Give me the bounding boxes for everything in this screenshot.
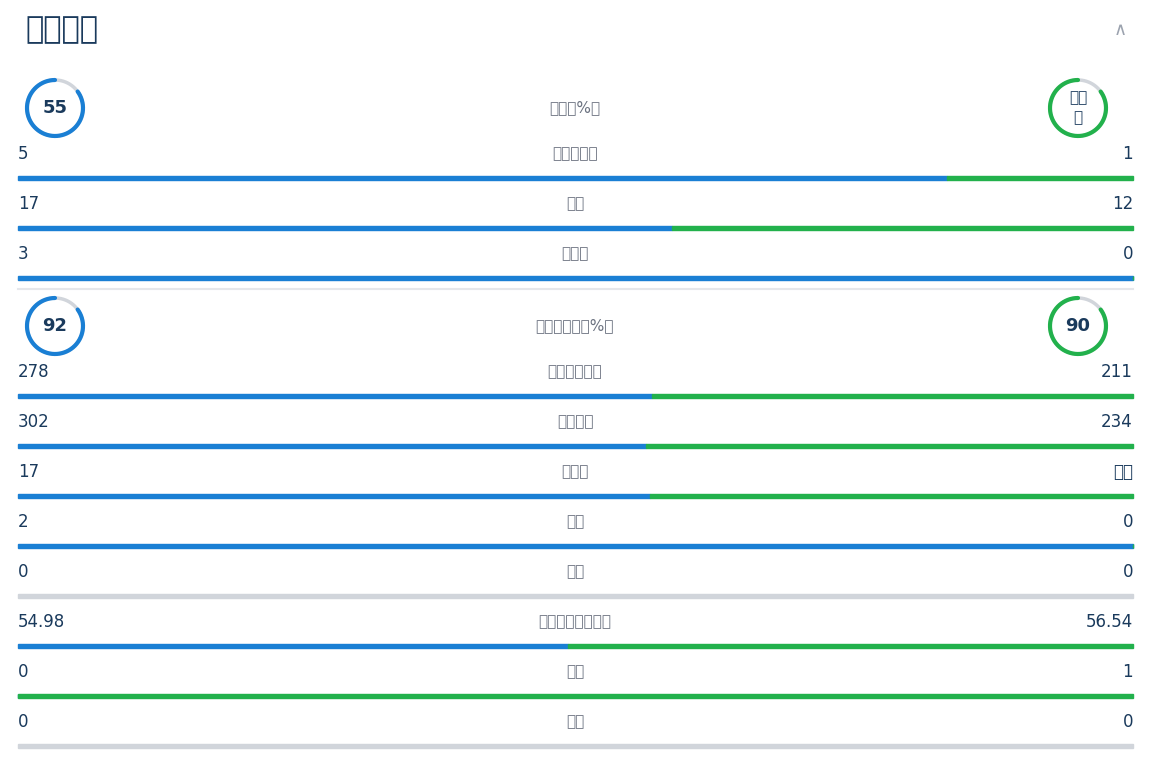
Bar: [646, 444, 1133, 448]
Bar: [18, 544, 1133, 549]
Text: 红牌: 红牌: [566, 715, 584, 730]
Text: 黄牌: 黄牌: [566, 665, 584, 679]
Text: 55: 55: [43, 99, 68, 117]
Bar: [18, 493, 650, 499]
Text: 1: 1: [1122, 663, 1133, 681]
Text: 17: 17: [18, 195, 39, 213]
Text: 17: 17: [18, 463, 39, 481]
Text: 234: 234: [1102, 413, 1133, 431]
Text: 0: 0: [1122, 245, 1133, 263]
Bar: [18, 275, 1133, 281]
Bar: [672, 226, 1133, 230]
Bar: [18, 594, 1133, 598]
Bar: [18, 394, 651, 399]
Bar: [18, 176, 947, 181]
Text: 四十: 四十: [1069, 90, 1088, 106]
Bar: [18, 694, 1133, 698]
Text: 攻击: 攻击: [566, 197, 584, 211]
Text: 关键数据: 关键数据: [25, 15, 98, 44]
Text: 90: 90: [1066, 317, 1090, 335]
Text: 越位: 越位: [566, 515, 584, 529]
Text: 0: 0: [18, 563, 29, 581]
Text: 12: 12: [1112, 195, 1133, 213]
Text: ∧: ∧: [1113, 21, 1127, 39]
Text: 通行证已完成: 通行证已完成: [548, 364, 602, 379]
Bar: [651, 394, 1133, 399]
Text: 54.98: 54.98: [18, 613, 66, 631]
Text: 0: 0: [18, 663, 29, 681]
Text: 拥有（%）: 拥有（%）: [549, 100, 601, 116]
Text: 2: 2: [18, 513, 29, 531]
Bar: [18, 444, 646, 448]
Text: 行驶距离（公里）: 行驶距离（公里）: [539, 614, 611, 630]
Text: 传球尝试: 传球尝试: [557, 415, 593, 429]
Text: 十三: 十三: [1113, 463, 1133, 481]
Bar: [18, 643, 567, 649]
Text: 角球数: 角球数: [562, 246, 588, 262]
Text: 302: 302: [18, 413, 49, 431]
Text: 1: 1: [1122, 145, 1133, 163]
Text: 五: 五: [1074, 110, 1083, 125]
Text: 92: 92: [43, 317, 68, 335]
Bar: [18, 226, 672, 230]
Text: 56.54: 56.54: [1085, 613, 1133, 631]
Text: 抢回球: 抢回球: [562, 464, 588, 480]
Text: 总尝试次数: 总尝试次数: [552, 147, 597, 161]
Bar: [18, 744, 1133, 748]
Bar: [650, 493, 1133, 499]
Text: 0: 0: [1122, 713, 1133, 731]
Text: 0: 0: [1122, 513, 1133, 531]
Text: 211: 211: [1102, 363, 1133, 381]
Text: 0: 0: [18, 713, 29, 731]
Bar: [947, 176, 1133, 181]
Text: 278: 278: [18, 363, 49, 381]
Text: 3: 3: [18, 245, 29, 263]
Text: 5: 5: [18, 145, 29, 163]
Text: 保存: 保存: [566, 565, 584, 580]
Text: 传球准确率（%）: 传球准确率（%）: [535, 318, 615, 334]
Bar: [567, 643, 1133, 649]
Text: 0: 0: [1122, 563, 1133, 581]
